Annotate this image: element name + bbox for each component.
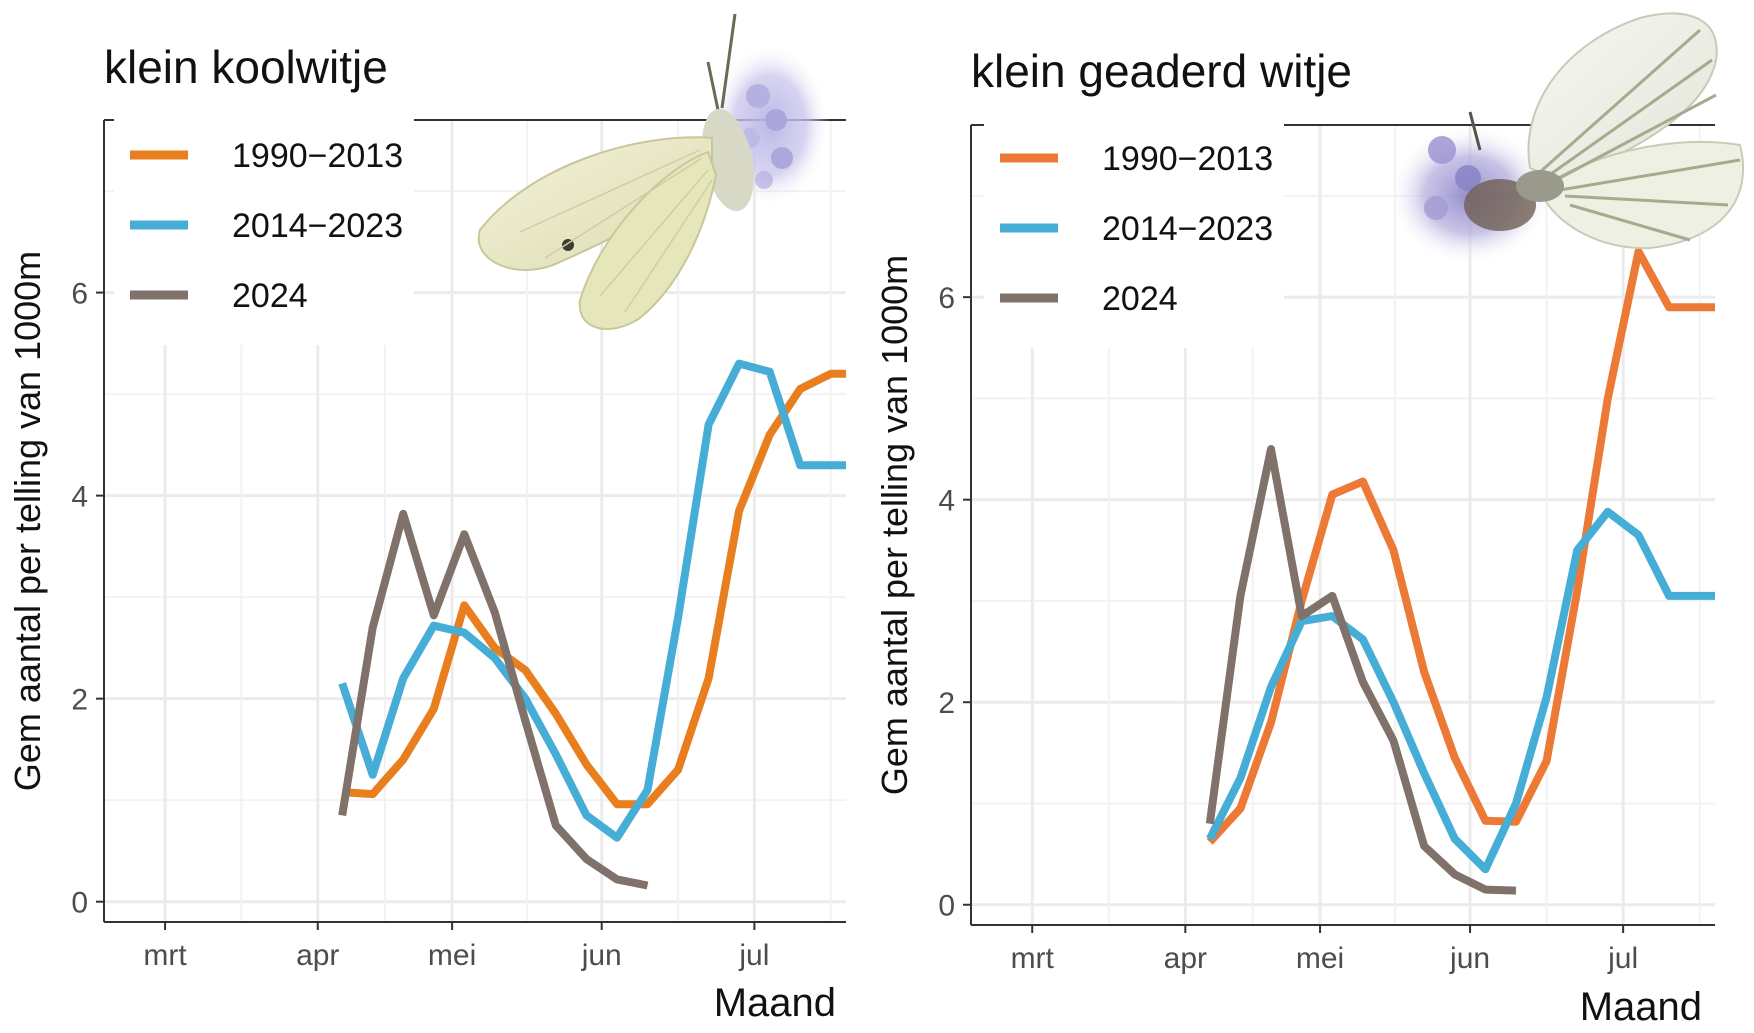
legend: 1990−2013 2014−2023 2024 [984,118,1284,348]
axis-ticks: 0 2 4 6 mrt apr mei jun jul [71,278,769,972]
x-tick-label: mrt [143,939,187,972]
series-line [338,359,846,842]
y-tick-label: 2 [71,684,88,717]
y-tick-label: 2 [938,687,955,720]
legend-label: 2024 [232,277,308,315]
legend-label: 1990−2013 [1102,140,1273,178]
y-tick-label: 6 [71,278,88,311]
y-axis-label: Gem aantal per telling van 1000m [7,251,48,791]
x-tick-label: apr [1164,942,1207,975]
legend-label: 1990−2013 [232,137,403,175]
x-axis-label: Maand [714,981,836,1025]
x-axis-label: Maand [1580,985,1702,1028]
series-lines [1205,247,1715,895]
green-veined-white-butterfly-photo [1388,12,1745,265]
series-line [1206,507,1715,874]
x-tick-label: jul [1607,942,1638,975]
y-tick-label: 6 [938,282,955,315]
series-line [1205,445,1517,895]
chart-title: klein koolwitje [104,41,388,93]
series-line [341,369,846,809]
y-tick-label: 4 [938,485,955,518]
x-tick-label: mei [1296,942,1344,975]
legend-label: 2014−2023 [232,207,403,245]
x-tick-label: mei [428,939,476,972]
x-tick-label: jul [738,939,769,972]
x-tick-label: mrt [1011,942,1055,975]
series-line [1206,247,1715,845]
x-tick-label: jun [581,939,622,972]
y-tick-label: 4 [71,481,88,514]
x-tick-label: apr [296,939,339,972]
y-tick-label: 0 [938,890,955,923]
small-white-butterfly-photo [477,13,830,330]
series-line [338,509,649,890]
y-axis-label: Gem aantal per telling van 1000m [874,255,915,795]
legend: 1990−2013 2014−2023 2024 [114,115,414,345]
y-tick-label: 0 [71,887,88,920]
series-lines [338,359,846,890]
legend-label: 2024 [1102,280,1178,318]
axis-ticks: 0 2 4 6 mrt apr mei jun jul [938,282,1638,975]
x-tick-label: jun [1449,942,1490,975]
chart-title: klein geaderd witje [971,45,1352,97]
legend-label: 2014−2023 [1102,210,1273,248]
